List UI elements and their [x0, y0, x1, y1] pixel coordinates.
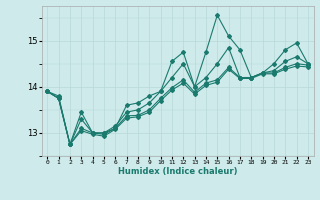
X-axis label: Humidex (Indice chaleur): Humidex (Indice chaleur): [118, 167, 237, 176]
